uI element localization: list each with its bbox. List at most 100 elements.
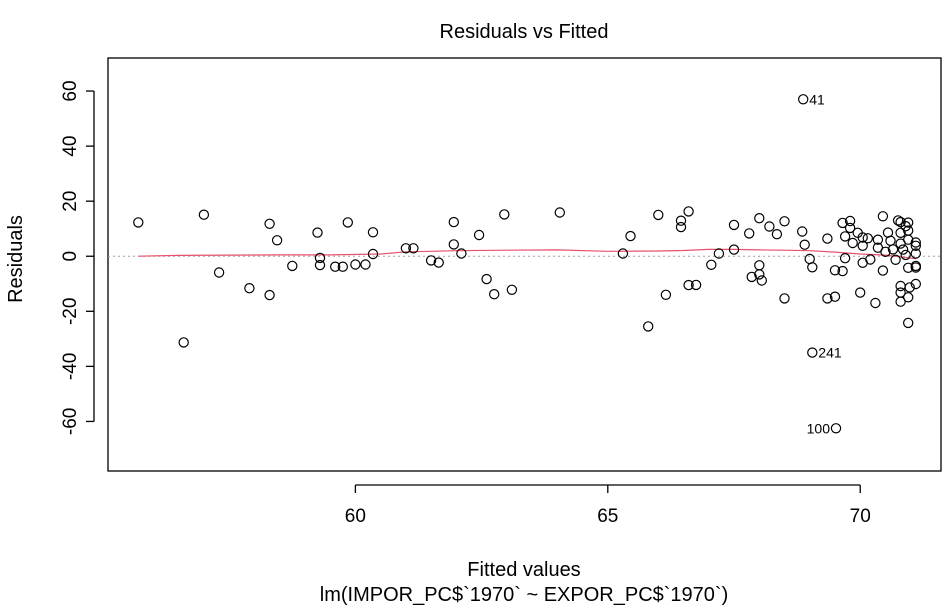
data-point <box>481 273 492 285</box>
y-tick-label: 20 <box>60 191 81 212</box>
point-labels-layer: 41 241 100 <box>807 91 842 436</box>
data-point <box>870 297 881 309</box>
data-point <box>779 293 790 304</box>
data-point <box>910 262 922 273</box>
data-point <box>675 215 687 226</box>
data-point <box>903 262 914 273</box>
data-point <box>456 248 467 259</box>
data-point <box>837 265 848 277</box>
data-point <box>799 239 810 250</box>
data-point <box>728 219 740 231</box>
data-point <box>822 233 833 244</box>
point-label-41: 41 <box>809 91 825 107</box>
data-point <box>754 260 765 271</box>
data-point <box>797 226 808 237</box>
data-point <box>744 228 755 239</box>
data-point <box>890 254 901 265</box>
data-point <box>903 234 914 245</box>
data-point <box>728 244 740 255</box>
data-point <box>198 209 210 220</box>
chart-subtitle: lm(IMPOR_PC$`1970` ~ EXPOR_PC$`1970`) <box>320 584 728 606</box>
data-point <box>857 240 868 251</box>
data-point <box>862 233 874 244</box>
data-point <box>367 248 379 260</box>
data-point <box>713 248 725 259</box>
data-point <box>690 279 702 291</box>
data-point <box>264 289 275 301</box>
plot-frame <box>107 57 942 472</box>
data-point <box>865 254 876 265</box>
data-point <box>213 267 225 278</box>
x-tick-label: 60 <box>345 506 366 527</box>
data-point <box>885 235 896 246</box>
data-point <box>244 283 255 294</box>
data-point <box>877 265 889 276</box>
data-point <box>903 317 914 329</box>
data-point <box>822 293 833 304</box>
data-point <box>400 243 412 254</box>
data-point <box>839 231 851 242</box>
x-axis-label: Fitted values <box>467 559 580 581</box>
data-point <box>910 278 922 290</box>
data-point <box>473 229 485 241</box>
data-point <box>408 243 419 254</box>
data-point <box>617 248 629 259</box>
data-point <box>314 259 326 271</box>
data-point <box>350 259 361 270</box>
data-point <box>829 265 841 276</box>
smooth-line <box>138 248 916 260</box>
data-point <box>900 249 911 261</box>
x-axis: 60 65 70 <box>345 484 871 527</box>
data-point <box>756 275 768 286</box>
data-point <box>264 218 275 229</box>
data-point <box>771 228 783 240</box>
data-point <box>754 269 765 280</box>
data-point <box>830 423 842 434</box>
data-point <box>448 239 459 250</box>
data-point <box>506 284 518 295</box>
data-point <box>746 271 757 283</box>
data-point <box>807 262 818 273</box>
y-axis-label: Residuals <box>5 215 27 303</box>
data-point <box>312 227 323 238</box>
y-tick-label: 0 <box>60 251 81 262</box>
data-point <box>554 207 566 218</box>
data-point <box>904 282 915 293</box>
data-point <box>829 291 841 302</box>
data-point <box>855 287 866 298</box>
data-point <box>683 206 694 217</box>
data-point <box>857 232 868 243</box>
data-point <box>844 222 856 234</box>
data-point <box>314 252 326 264</box>
data-point <box>839 253 851 264</box>
data-point <box>847 237 858 249</box>
data-point <box>625 230 636 242</box>
data-point <box>337 261 348 272</box>
data-point <box>895 296 906 307</box>
data-point <box>287 260 298 272</box>
points-layer <box>133 94 922 434</box>
data-point <box>910 237 922 248</box>
y-tick-label: 40 <box>60 136 81 157</box>
data-point <box>271 235 283 246</box>
data-point <box>342 217 353 228</box>
x-tick-label: 65 <box>597 506 618 527</box>
y-tick-label: -40 <box>60 353 81 380</box>
data-point <box>433 257 444 268</box>
chart-title: Residuals vs Fitted <box>440 21 609 43</box>
data-point <box>360 259 371 270</box>
data-point <box>895 227 906 238</box>
data-point <box>448 216 459 228</box>
data-point <box>367 227 379 238</box>
point-label-100: 100 <box>807 420 831 436</box>
smooth-line-layer <box>138 248 916 260</box>
data-point <box>903 217 914 228</box>
data-point <box>754 212 765 224</box>
data-point <box>779 216 790 227</box>
data-point <box>903 292 914 303</box>
data-point <box>872 234 884 245</box>
data-point <box>643 321 654 332</box>
data-point <box>178 337 189 348</box>
data-point <box>330 261 341 272</box>
data-point <box>489 289 500 300</box>
